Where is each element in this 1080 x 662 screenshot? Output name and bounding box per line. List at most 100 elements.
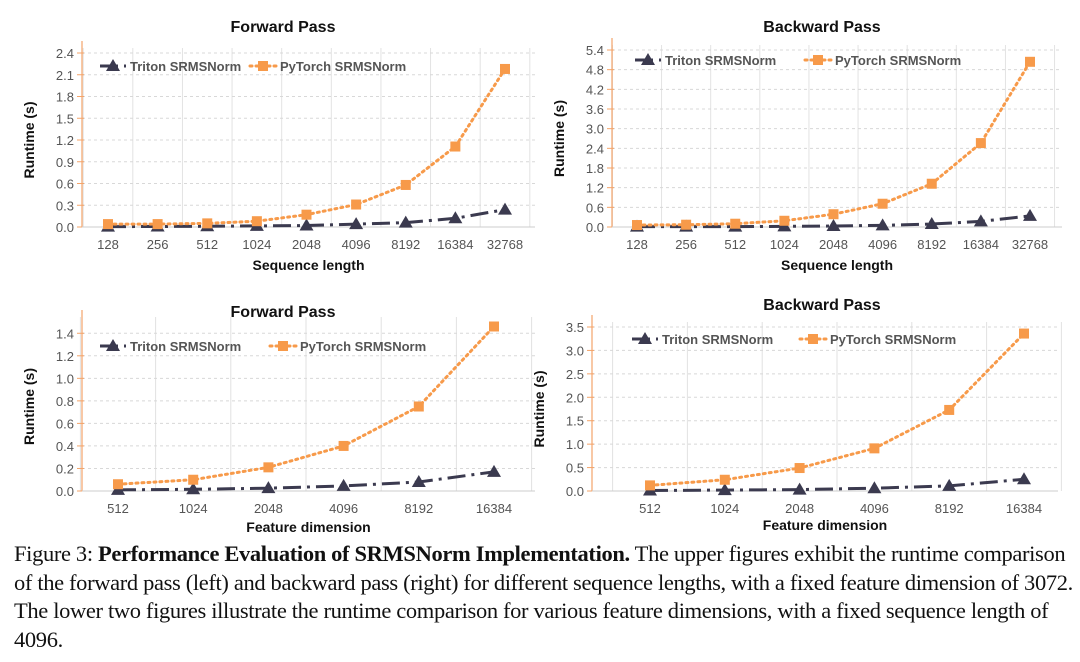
triangle-marker	[638, 332, 652, 344]
legend-label: Triton SRMSNorm	[130, 59, 241, 74]
triangle-marker	[299, 218, 314, 231]
square-marker	[944, 404, 955, 415]
y-tick-label: 1.2	[586, 181, 604, 196]
square-marker	[338, 440, 349, 451]
x-tick-label: 16384	[476, 501, 512, 516]
y-tick-label: 3.0	[586, 122, 604, 137]
square-marker	[808, 334, 818, 344]
y-tick-label: 1.8	[56, 90, 74, 105]
y-tick-label: 0.5	[566, 461, 584, 476]
y-tick-label: 2.5	[566, 367, 584, 382]
caption-label: Figure 3:	[14, 541, 98, 566]
y-tick-label: 5.4	[586, 43, 604, 58]
chart-4: 0.0 0.5 1.0 1.5 2.0 2.5 3.0 3.5 512 1024 2048 4096 8…	[531, 297, 1062, 533]
x-axis-label: Sequence length	[252, 257, 364, 273]
x-tick-label: 4096	[868, 237, 897, 252]
legend-item: Triton SRMSNorm	[632, 332, 773, 347]
y-tick-label: 2.4	[56, 46, 74, 61]
x-tick-label: 8192	[391, 237, 420, 252]
square-marker	[794, 463, 805, 474]
y-tick-label: 0.9	[56, 155, 74, 170]
x-tick-label: 2048	[254, 501, 283, 516]
chart-1: 0.0 0.3 0.6 0.9 1.2 1.5 1.8 2.1 2.4 128 256 512 1024…	[21, 19, 535, 273]
caption-text: The upper figures exhibit the runtime co…	[14, 541, 1073, 652]
y-tick-label: 0.0	[56, 484, 74, 499]
triangle-marker	[498, 202, 512, 215]
triangle-marker	[448, 211, 463, 224]
y-tick-label: 1.5	[56, 111, 74, 126]
x-tick-label: 16384	[963, 237, 999, 252]
x-tick-label: 512	[107, 501, 129, 516]
triangle-marker	[792, 482, 807, 495]
square-marker	[828, 209, 839, 220]
square-marker	[730, 218, 741, 229]
triangle-marker	[924, 217, 939, 230]
series-pytorch	[113, 321, 499, 490]
x-tick-label: 512	[639, 501, 661, 516]
series-triton	[111, 464, 501, 495]
triangle-marker	[641, 53, 655, 65]
chart-3: 0.0 0.2 0.4 0.6 0.8 1.0 1.2 1.4 512 1024 2048 4096 8…	[21, 304, 535, 535]
y-tick-label: 0.3	[56, 198, 74, 213]
legend-label: PyTorch SRMSNorm	[280, 59, 406, 74]
square-marker	[813, 55, 823, 65]
y-tick-label: 0.4	[56, 439, 74, 454]
square-marker	[413, 401, 424, 412]
x-axis-label: Sequence length	[781, 257, 893, 273]
legend-item: PyTorch SRMSNorm	[248, 59, 406, 74]
square-marker	[489, 321, 499, 332]
legend-label: PyTorch SRMSNorm	[830, 332, 956, 347]
y-tick-label: 0.6	[56, 177, 74, 192]
y-tick-label: 3.6	[586, 102, 604, 117]
triangle-marker	[1023, 208, 1037, 221]
square-marker	[188, 474, 199, 485]
y-tick-label: 1.5	[566, 414, 584, 429]
y-tick-label: 1.0	[56, 371, 74, 386]
y-axis-label: Runtime (s)	[21, 102, 37, 179]
square-marker	[877, 198, 888, 209]
y-axis-label: Runtime (s)	[531, 371, 547, 448]
y-tick-label: 1.2	[56, 349, 74, 364]
legend-label: PyTorch SRMSNorm	[300, 339, 426, 354]
y-tick-label: 0.0	[586, 220, 604, 235]
y-tick-label: 0.8	[56, 394, 74, 409]
x-tick-label: 256	[675, 237, 697, 252]
square-marker	[103, 219, 113, 230]
x-tick-label: 2048	[819, 237, 848, 252]
y-tick-label: 0.6	[56, 416, 74, 431]
triangle-marker	[336, 478, 351, 491]
square-marker	[645, 480, 655, 491]
x-tick-label: 8192	[935, 501, 964, 516]
x-tick-label: 128	[97, 237, 119, 252]
triangle-marker	[487, 464, 501, 477]
square-marker	[278, 341, 288, 351]
figure-caption: Figure 3: Performance Evaluation of SRMS…	[14, 540, 1074, 654]
x-tick-label: 8192	[404, 501, 433, 516]
x-tick-label: 1024	[179, 501, 208, 516]
y-tick-label: 3.5	[566, 320, 584, 335]
square-marker	[113, 479, 123, 490]
series-pytorch	[632, 56, 1035, 231]
triangle-marker	[942, 478, 957, 491]
triangle-marker	[261, 481, 276, 494]
chart-title: Backward Pass	[763, 19, 881, 36]
triangle-marker	[349, 217, 364, 230]
series-line	[649, 477, 1025, 493]
y-tick-label: 0.0	[56, 220, 74, 235]
x-tick-label: 16384	[437, 237, 473, 252]
series-line	[117, 470, 495, 492]
y-tick-label: 1.0	[566, 437, 584, 452]
series-triton	[643, 472, 1031, 496]
x-tick-label: 16384	[1006, 501, 1042, 516]
y-tick-label: 2.4	[586, 141, 604, 156]
x-tick-label: 1024	[710, 501, 739, 516]
square-marker	[351, 199, 362, 210]
chart-title: Forward Pass	[231, 304, 336, 321]
legend-label: Triton SRMSNorm	[130, 339, 241, 354]
y-tick-label: 2.0	[566, 390, 584, 405]
legend-item: Triton SRMSNorm	[100, 59, 241, 74]
triangle-marker	[875, 218, 890, 231]
square-marker	[202, 218, 213, 229]
y-tick-label: 1.8	[586, 161, 604, 176]
x-tick-label: 32768	[487, 237, 523, 252]
